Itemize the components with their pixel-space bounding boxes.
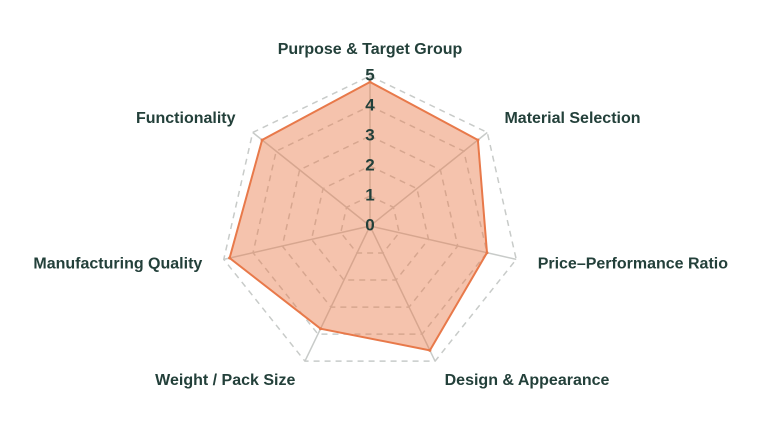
axis-label: Manufacturing Quality [33, 255, 202, 272]
data-point [260, 138, 264, 142]
axis-label: Price–Performance Ratio [538, 255, 729, 272]
grid-ring [252, 105, 488, 335]
data-point [476, 138, 480, 142]
grid-ring [339, 195, 401, 254]
spoke [252, 131, 371, 227]
axis-label: Material Selection [504, 110, 640, 127]
tick-label: 0 [365, 215, 374, 234]
axis-label: Weight / Pack Size [155, 372, 295, 389]
axis-label: Purpose & Target Group [278, 41, 463, 58]
spoke [223, 225, 371, 261]
spoke [369, 225, 517, 261]
axis-label: Functionality [136, 110, 236, 127]
tick-label: 4 [365, 95, 375, 114]
spoke [369, 131, 488, 227]
tick-label: 5 [365, 65, 374, 84]
data-point [319, 327, 323, 331]
tick-label: 1 [365, 185, 374, 204]
grid-ring [310, 165, 430, 281]
data-point [368, 80, 372, 84]
data-point [485, 251, 489, 255]
data-area [228, 80, 489, 352]
data-point [428, 348, 432, 352]
spoke [304, 225, 371, 362]
spoke [369, 225, 436, 362]
axis-label: Design & Appearance [445, 372, 610, 389]
grid-ring [281, 135, 459, 308]
tick-label: 2 [365, 155, 374, 174]
tick-label: 3 [365, 125, 374, 144]
grid-ring [222, 75, 518, 362]
data-point [228, 256, 232, 260]
